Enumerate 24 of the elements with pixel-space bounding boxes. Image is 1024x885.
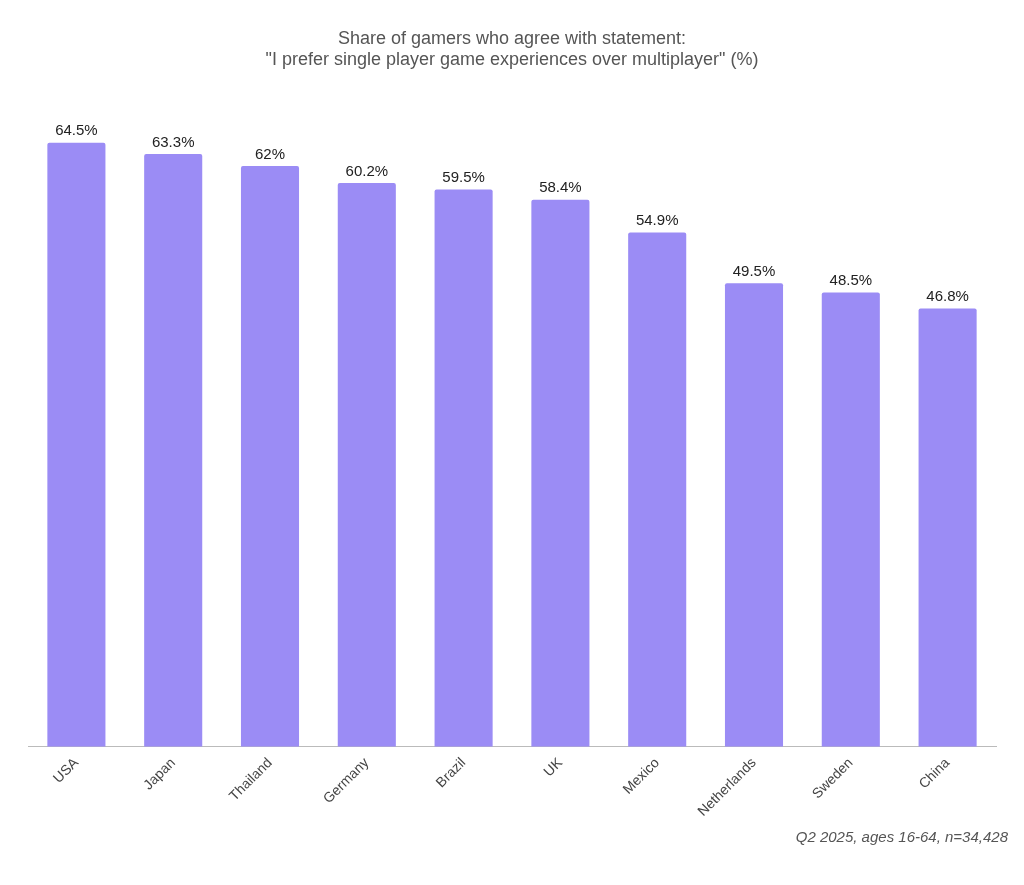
data-label: 59.5%: [442, 168, 485, 186]
bar: [724, 283, 784, 747]
x-tick-label: UK: [540, 753, 566, 780]
data-label: 64.5%: [55, 121, 98, 139]
bar: [144, 153, 203, 747]
bar: [47, 142, 106, 747]
chart-title: Share of gamers who agree with statement: "I prefer single player game experiences over multiplayer" (%): [265, 27, 759, 70]
bar: [434, 189, 493, 747]
bar: [918, 308, 977, 747]
data-label: 46.8%: [926, 287, 969, 305]
bar: [531, 199, 590, 747]
bar: [628, 232, 687, 747]
text: Q2 2025, ages 16-64, n=34,428: [794, 828, 1009, 845]
bar: [240, 166, 300, 747]
x-tick-label: USA: [49, 753, 82, 786]
data-label: 54.9%: [635, 211, 679, 229]
data-label: 58.4%: [539, 178, 582, 196]
data-label: 48.5%: [829, 271, 873, 289]
data-label: 60.2%: [345, 161, 389, 179]
data-label: 63.3%: [151, 132, 195, 150]
bar: [821, 292, 880, 747]
data-label: 49.5%: [732, 261, 776, 279]
data-label: 62%: [254, 144, 286, 162]
bar: [337, 182, 396, 747]
